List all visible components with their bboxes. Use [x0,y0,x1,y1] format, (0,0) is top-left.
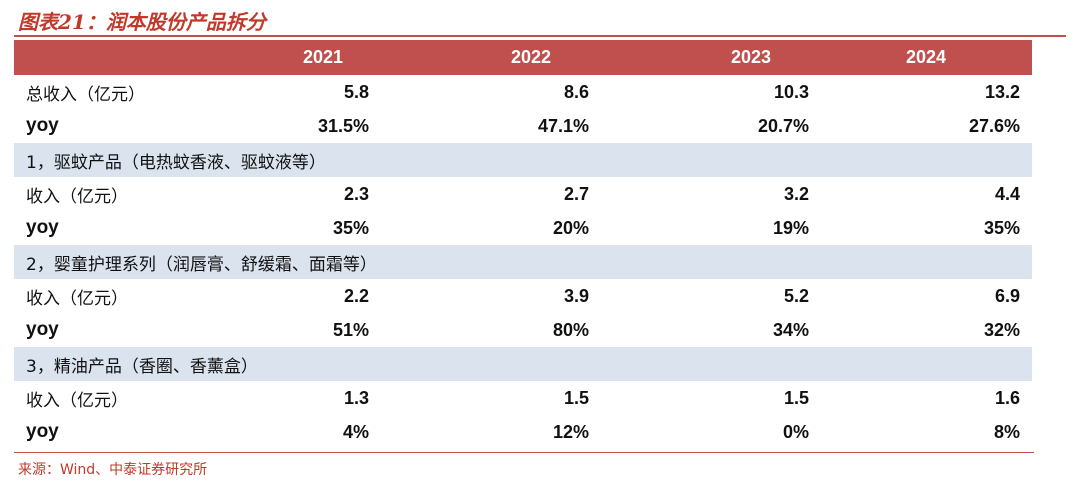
value-cell: 1.3 [343,387,369,408]
revenue-row: 总收入（亿元） 5.8 8.6 10.3 13.2 [14,75,1032,109]
yoy-row: yoy 31.5% 47.1% 20.7% 27.6% [14,109,1032,143]
figure-title: 图表21：润本股份产品拆分 [18,10,266,34]
source-note: 来源：Wind、中泰证券研究所 [18,462,208,478]
header-year-2024: 2024 [821,40,1032,75]
value-cell: 5.8 [343,81,369,102]
revenue-row: 收入（亿元） 2.2 3.9 5.2 6.9 [14,279,1032,313]
section-label: 3，精油产品（香圈、香薰盒） [14,347,258,381]
value-cell [601,143,821,177]
value-cell: 20% [552,217,589,238]
header-year-2021: 2021 [249,40,381,75]
value-cell: 35% [332,217,369,238]
value-cell [601,347,821,381]
value-cell [821,347,1032,381]
value-cell: 80% [552,319,589,340]
row-label: 收入（亿元） [26,186,128,207]
value-cell: 2.3 [343,183,369,204]
row-label: yoy [26,319,59,340]
row-label: 收入（亿元） [26,288,128,309]
value-cell [249,245,381,279]
header-year-2023: 2023 [601,40,821,75]
value-cell [249,347,381,381]
value-cell: 12% [552,421,589,442]
header-year-2022: 2022 [381,40,601,75]
yoy-row: yoy 51% 80% 34% 32% [14,313,1032,347]
value-cell: 10.3 [773,81,809,102]
value-cell: 0% [782,421,809,442]
value-cell: 13.2 [984,81,1020,102]
value-cell: 2.7 [563,183,589,204]
value-cell: 1.6 [994,387,1020,408]
value-cell: 47.1% [537,115,589,136]
value-cell: 8.6 [563,81,589,102]
value-cell [381,143,601,177]
table-header-row: 2021 2022 2023 2024 [14,40,1032,75]
value-cell: 32% [983,319,1020,340]
yoy-row: yoy 35% 20% 19% 35% [14,211,1032,245]
value-cell: 3.2 [783,183,809,204]
section-label: 1，驱蚊产品（电热蚊香液、驱蚊液等） [14,143,326,177]
value-cell [381,347,601,381]
value-cell: 5.2 [783,285,809,306]
value-cell: 1.5 [783,387,809,408]
value-cell: 34% [772,319,809,340]
product-breakdown-table: 2021 2022 2023 2024 总收入（亿元） 5.8 8.6 10.3 13.… [14,40,1032,449]
value-cell: 27.6% [968,115,1020,136]
row-label: yoy [26,217,59,238]
footer-divider [14,452,1034,453]
yoy-row: yoy 4% 12% 0% 8% [14,415,1032,449]
value-cell: 35% [983,217,1020,238]
section-label: 2，婴童护理系列（润唇膏、舒缓霜、面霜等） [14,245,377,279]
section-row: 2，婴童护理系列（润唇膏、舒缓霜、面霜等） [14,245,1032,279]
section-row: 1，驱蚊产品（电热蚊香液、驱蚊液等） [14,143,1032,177]
value-cell [249,143,381,177]
value-cell: 31.5% [317,115,369,136]
value-cell [821,143,1032,177]
revenue-row: 收入（亿元） 2.3 2.7 3.2 4.4 [14,177,1032,211]
header-corner [14,40,249,75]
value-cell: 20.7% [757,115,809,136]
section-row: 3，精油产品（香圈、香薰盒） [14,347,1032,381]
row-label: 总收入（亿元） [26,84,145,105]
value-cell: 2.2 [343,285,369,306]
row-label: 收入（亿元） [26,390,128,411]
value-cell [821,245,1032,279]
value-cell: 3.9 [563,285,589,306]
title-divider [14,35,1066,37]
value-cell: 8% [993,421,1020,442]
value-cell: 4.4 [994,183,1020,204]
figure-title-bar: 图表21：润本股份产品拆分 [0,0,1080,37]
value-cell: 4% [342,421,369,442]
row-label: yoy [26,421,59,442]
revenue-row: 收入（亿元） 1.3 1.5 1.5 1.6 [14,381,1032,415]
value-cell: 6.9 [994,285,1020,306]
row-label: yoy [26,115,59,136]
value-cell: 19% [772,217,809,238]
value-cell: 1.5 [563,387,589,408]
value-cell: 51% [332,319,369,340]
value-cell [601,245,821,279]
value-cell [381,245,601,279]
